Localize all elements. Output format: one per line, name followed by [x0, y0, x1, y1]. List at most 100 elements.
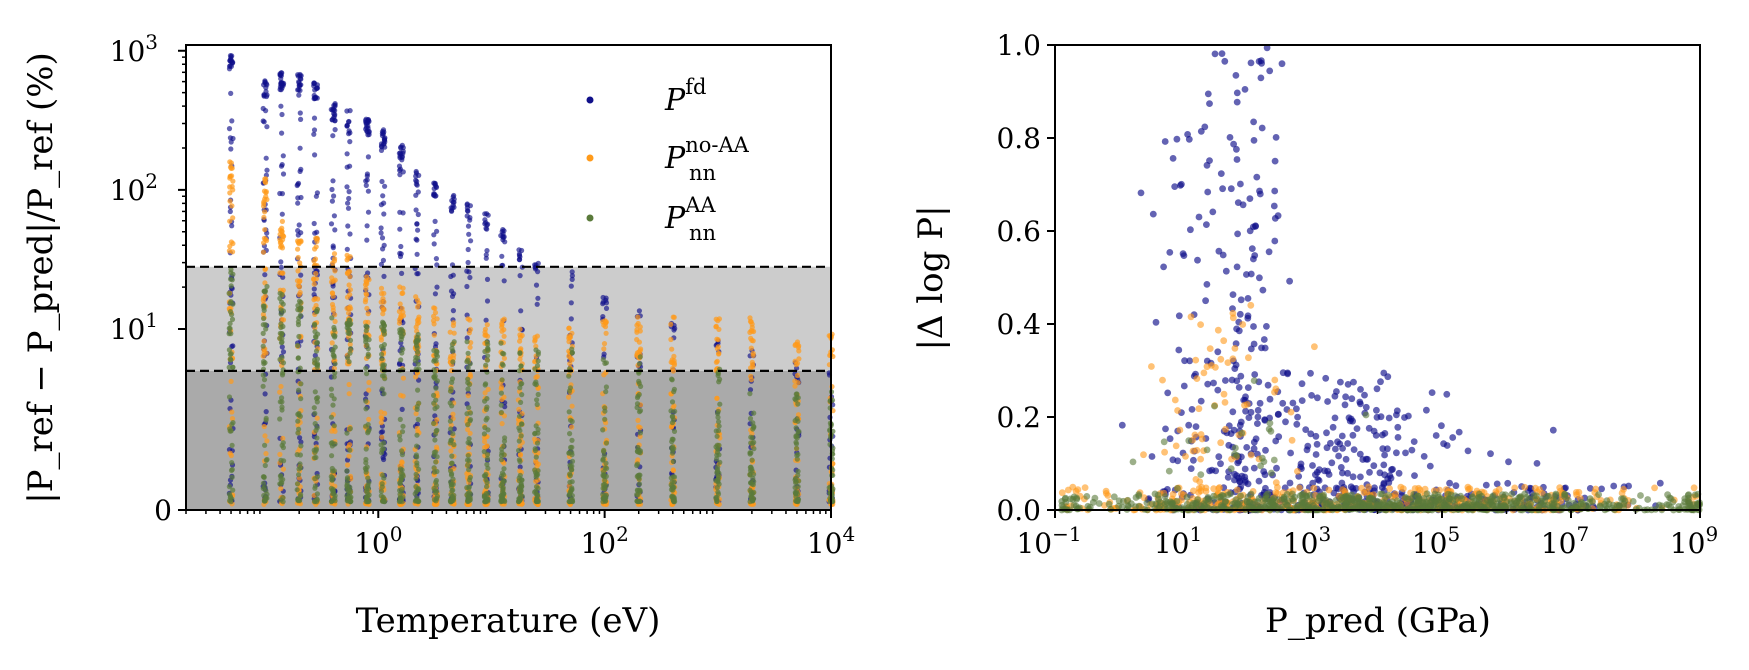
- right-data-point: [1342, 393, 1349, 401]
- right-data-point: [1298, 397, 1306, 404]
- left-data-point: [227, 208, 233, 215]
- right-data-point: [1237, 296, 1245, 304]
- left-data-point: [364, 305, 370, 311]
- left-data-point: [363, 391, 369, 397]
- left-data-point: [715, 408, 721, 414]
- left-data-point: [533, 347, 539, 353]
- left-data-point: [637, 354, 643, 360]
- left-data-point: [498, 452, 505, 458]
- left-data-point: [346, 189, 352, 195]
- left-data-point: [262, 78, 268, 84]
- left-data-point: [750, 420, 756, 426]
- left-data-point: [279, 331, 285, 337]
- left-data-point: [228, 299, 234, 305]
- right-data-point: [1359, 456, 1367, 463]
- left-data-point: [467, 344, 473, 350]
- left-data-point: [297, 145, 303, 151]
- right-data-point: [1270, 202, 1278, 210]
- left-data-point: [715, 337, 721, 343]
- left-data-point: [670, 444, 676, 450]
- left-data-point: [519, 392, 525, 398]
- left-data-point: [450, 411, 456, 417]
- left-data-point: [465, 386, 471, 392]
- left-data-point: [714, 433, 720, 439]
- left-data-point: [226, 331, 232, 337]
- right-data-point: [1188, 406, 1196, 413]
- left-data-point: [328, 414, 334, 420]
- right-data-point: [1160, 438, 1168, 446]
- left-data-point: [465, 365, 471, 371]
- left-data-point: [751, 446, 757, 452]
- left-data-point: [502, 239, 508, 245]
- left-data-point: [398, 357, 404, 363]
- left-data-point: [535, 461, 542, 467]
- right-data-point: [1239, 201, 1247, 209]
- left-data-point: [434, 417, 440, 423]
- left-data-point: [260, 322, 266, 328]
- right-data-point: [1344, 469, 1351, 477]
- right-data-point: [1271, 157, 1279, 165]
- right-data-point: [1362, 403, 1370, 411]
- left-data-point: [748, 377, 755, 383]
- left-data-point: [226, 290, 232, 296]
- right-data-point: [1239, 321, 1247, 328]
- left-data-point: [279, 399, 285, 405]
- right-data-point: [1387, 474, 1395, 482]
- left-data-point: [346, 381, 352, 388]
- left-data-point: [634, 329, 640, 335]
- left-data-point: [794, 372, 801, 379]
- left-data-point: [279, 228, 285, 235]
- left-data-point: [636, 378, 642, 384]
- left-data-point: [399, 270, 405, 276]
- right-data-point: [1399, 485, 1407, 493]
- left-data-point: [332, 268, 338, 274]
- right-data-point: [1252, 435, 1260, 443]
- left-y-axis-label: |P_ref − P_pred|/P_ref (%): [21, 52, 61, 504]
- right-data-point: [1511, 484, 1519, 492]
- right-data-point: [1149, 210, 1157, 218]
- left-data-point: [332, 344, 338, 350]
- left-data-point: [534, 401, 540, 408]
- left-data-point: [226, 484, 232, 490]
- left-data-point: [566, 339, 572, 345]
- left-data-point: [795, 451, 801, 458]
- left-data-point: [669, 376, 675, 382]
- left-data-point: [466, 467, 472, 473]
- left-data-point: [532, 446, 538, 452]
- left-data-point: [380, 446, 386, 452]
- left-data-point: [484, 451, 491, 457]
- right-data-point: [1215, 453, 1223, 461]
- left-data-point: [298, 166, 304, 172]
- left-data-point: [431, 332, 437, 338]
- right-data-point: [1464, 483, 1472, 491]
- left-data-point: [413, 411, 419, 417]
- left-data-point: [363, 467, 369, 473]
- right-data-point: [1175, 346, 1183, 354]
- left-data-point: [532, 431, 538, 437]
- right-data-point: [1564, 496, 1572, 504]
- left-data-point: [466, 231, 472, 237]
- right-data-point: [1197, 431, 1205, 438]
- left-data-point: [298, 272, 304, 278]
- left-data-point: [262, 391, 268, 397]
- left-data-point: [226, 394, 233, 400]
- left-data-point: [413, 207, 419, 213]
- left-data-point: [331, 327, 338, 333]
- left-data-point: [277, 389, 283, 395]
- left-data-point: [464, 359, 470, 365]
- left-data-point: [263, 176, 269, 182]
- right-data-point: [1405, 412, 1412, 420]
- left-data-point: [714, 395, 720, 401]
- left-data-point: [378, 414, 384, 420]
- left-data-point: [332, 277, 338, 283]
- left-data-point: [499, 328, 505, 334]
- left-data-point: [331, 365, 337, 371]
- left-data-point: [311, 220, 317, 227]
- left-data-point: [483, 362, 489, 368]
- right-data-point: [1250, 340, 1258, 348]
- left-data-point: [636, 361, 643, 367]
- left-data-point: [483, 220, 489, 226]
- left-data-point: [296, 298, 303, 304]
- right-data-point: [1267, 427, 1275, 435]
- left-data-point: [314, 236, 320, 242]
